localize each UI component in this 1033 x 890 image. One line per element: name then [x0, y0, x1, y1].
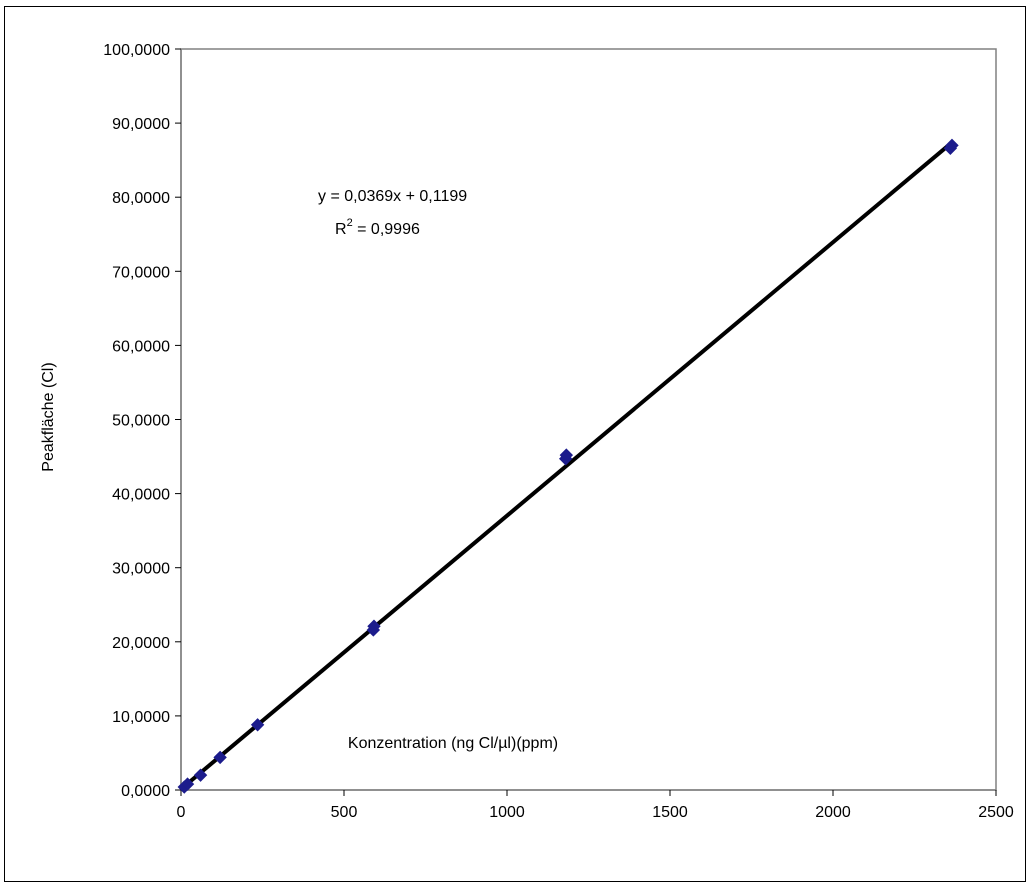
- trendline: [179, 140, 954, 791]
- data-point-marker: [367, 619, 381, 633]
- y-tick-label: 50,0000: [112, 413, 170, 430]
- data-point-marker: [945, 138, 959, 153]
- scatter-chart: 0,0000 10,0000 20,0000 30,0000 40,0000 50,000…: [40, 42, 1014, 821]
- data-point-marker: [559, 448, 574, 462]
- data-point-marker: [250, 718, 265, 732]
- trendline-line: [179, 140, 954, 791]
- x-tick-label: 2000: [815, 804, 851, 821]
- x-tick-label: 2500: [978, 804, 1014, 821]
- y-tick-label: 80,0000: [112, 190, 170, 207]
- data-point-marker: [180, 777, 195, 791]
- y-tick-label: 10,0000: [112, 709, 170, 726]
- y-axis-title: Peakfläche (Cl): [40, 362, 57, 471]
- r-squared-sup: 2: [347, 217, 353, 229]
- plot-area-border: [180, 48, 997, 791]
- data-points: [177, 138, 959, 794]
- y-tick-label: 90,0000: [112, 116, 170, 133]
- tick-labels: 0,0000 10,0000 20,0000 30,0000 40,0000 50,000…: [103, 42, 1014, 821]
- y-tick-label: 100,0000: [103, 42, 170, 59]
- chart-frame: 0,0000 10,0000 20,0000 30,0000 40,0000 50,000…: [4, 6, 1026, 882]
- y-tick-label: 30,0000: [112, 561, 170, 578]
- x-tick-label: 500: [331, 804, 358, 821]
- r-squared-label: R2 = 0,9996: [335, 217, 420, 238]
- trendline-equation: y = 0,0369x + 0,1199: [318, 188, 467, 205]
- axes: [175, 48, 997, 796]
- r-squared-value: = 0,9996: [353, 221, 420, 238]
- y-tick-label: 0,0000: [121, 783, 170, 800]
- x-tick-label: 0: [177, 804, 186, 821]
- x-axis-title: Konzentration (ng Cl/µl)(ppm): [348, 735, 558, 752]
- y-tick-label: 40,0000: [112, 487, 170, 504]
- r-squared-prefix: R: [335, 221, 347, 238]
- y-tick-label: 20,0000: [112, 635, 170, 652]
- y-tick-label: 60,0000: [112, 338, 170, 355]
- data-point-marker: [193, 768, 208, 782]
- y-tick-label: 70,0000: [112, 264, 170, 281]
- x-tick-label: 1500: [652, 804, 688, 821]
- data-point-marker: [213, 750, 227, 765]
- x-tick-label: 1000: [489, 804, 525, 821]
